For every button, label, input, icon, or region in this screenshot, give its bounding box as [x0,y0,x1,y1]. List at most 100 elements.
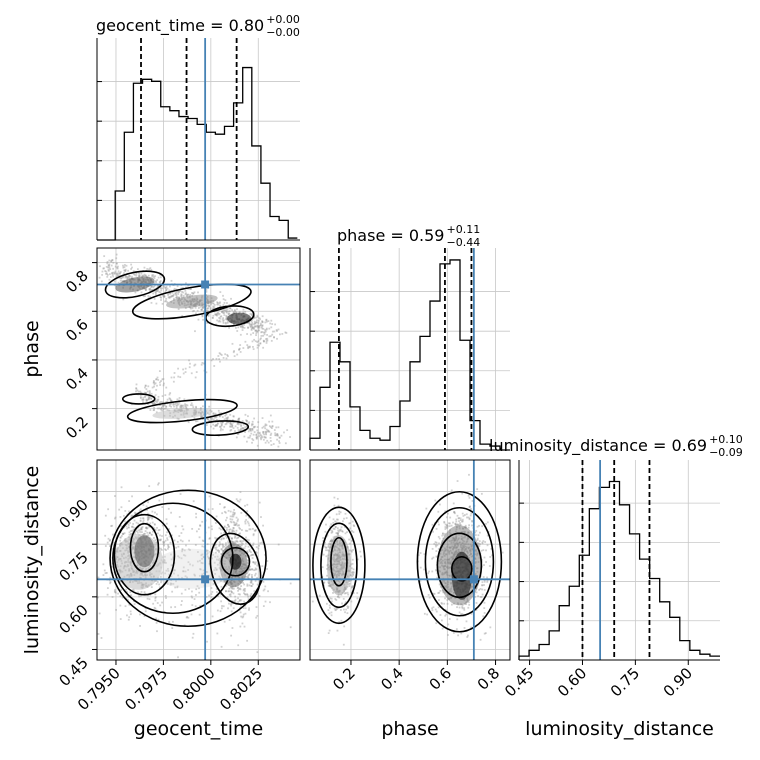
sample-point [200,554,203,557]
sample-point [173,372,176,374]
sample-point [229,422,232,425]
sample-point [261,320,264,323]
sample-point [143,391,146,394]
sample-point [149,522,152,525]
sample-point [110,260,113,262]
sample-point [217,303,220,306]
sample-point [264,441,267,444]
sample-point [101,273,104,276]
sample-point [151,274,154,277]
sample-point [276,434,279,437]
sample-point [143,532,145,535]
sample-point [214,522,217,524]
sample-point [248,346,251,349]
sample-point [249,554,252,557]
panel-frame [96,459,301,661]
sample-point [108,539,111,542]
sample-point [117,577,120,579]
sample-point [248,550,251,553]
sample-point [243,600,245,603]
sample-point [257,547,260,550]
sample-point [207,307,209,310]
sample-point [144,384,147,387]
sample-point [342,520,344,523]
y-tick-label: 0.2 [62,413,92,443]
sample-point [454,522,457,525]
sample-point [166,581,169,584]
sample-point [172,380,175,383]
sample-point [113,272,116,274]
sample-point [112,275,115,278]
sample-point [201,562,204,565]
sample-point [171,627,174,629]
sample-point [221,310,224,313]
sample-point [221,543,224,546]
sample-point [207,313,210,316]
sample-point [148,288,151,291]
sample-point [254,580,257,582]
sample-point [229,603,232,606]
sample-point [218,551,220,554]
sample-point [240,427,243,430]
sample-point [221,535,224,538]
contour-line [131,283,252,320]
sample-point [110,566,113,568]
contour-line [191,420,250,437]
sample-point [127,269,129,272]
sample-point [264,600,267,603]
sample-point [138,275,141,278]
sample-point [237,418,240,420]
sample-point [227,421,230,424]
sample-point [345,517,348,519]
sample-point [143,273,146,276]
sample-point [164,407,167,410]
sample-point [182,287,184,289]
sample-point [263,435,266,438]
sample-point [460,632,463,635]
sample-point [251,326,254,329]
sample-point [119,580,122,583]
sample-point [180,293,183,296]
sample-point [154,394,157,397]
sample-point [227,540,230,543]
sample-point [234,595,237,598]
sample-point [140,272,143,275]
sample-point [175,293,177,296]
sample-point [225,516,228,519]
sample-point [128,500,131,502]
sample-point [208,419,211,422]
sample-point [255,321,258,324]
sample-point [449,516,452,519]
sample-point [132,526,135,529]
sample-point [216,563,219,566]
sample-point [250,327,253,330]
sample-point [153,277,156,280]
sample-point [115,253,118,256]
sample-point [146,527,149,530]
sample-point [169,583,172,586]
sample-point [242,428,245,430]
sample-point [277,445,280,448]
sample-point [244,413,247,416]
sample-point [205,304,208,307]
sample-point [469,514,472,517]
sample-point [150,289,153,292]
sample-point [191,590,193,593]
sample-point [202,540,205,542]
sample-point [259,342,262,345]
sample-point [216,301,219,304]
sample-point [237,423,240,426]
sample-point [152,286,155,288]
sample-point [360,555,362,558]
sample-point [179,406,182,409]
sample-point [336,532,339,535]
sample-point [218,358,221,360]
sample-point [130,533,133,535]
sample-point [333,504,336,507]
sample-point [201,553,204,556]
sample-point [476,537,479,540]
sample-point [199,559,201,562]
sample-point [235,540,238,543]
sample-point [135,383,138,386]
sample-point [194,376,197,379]
